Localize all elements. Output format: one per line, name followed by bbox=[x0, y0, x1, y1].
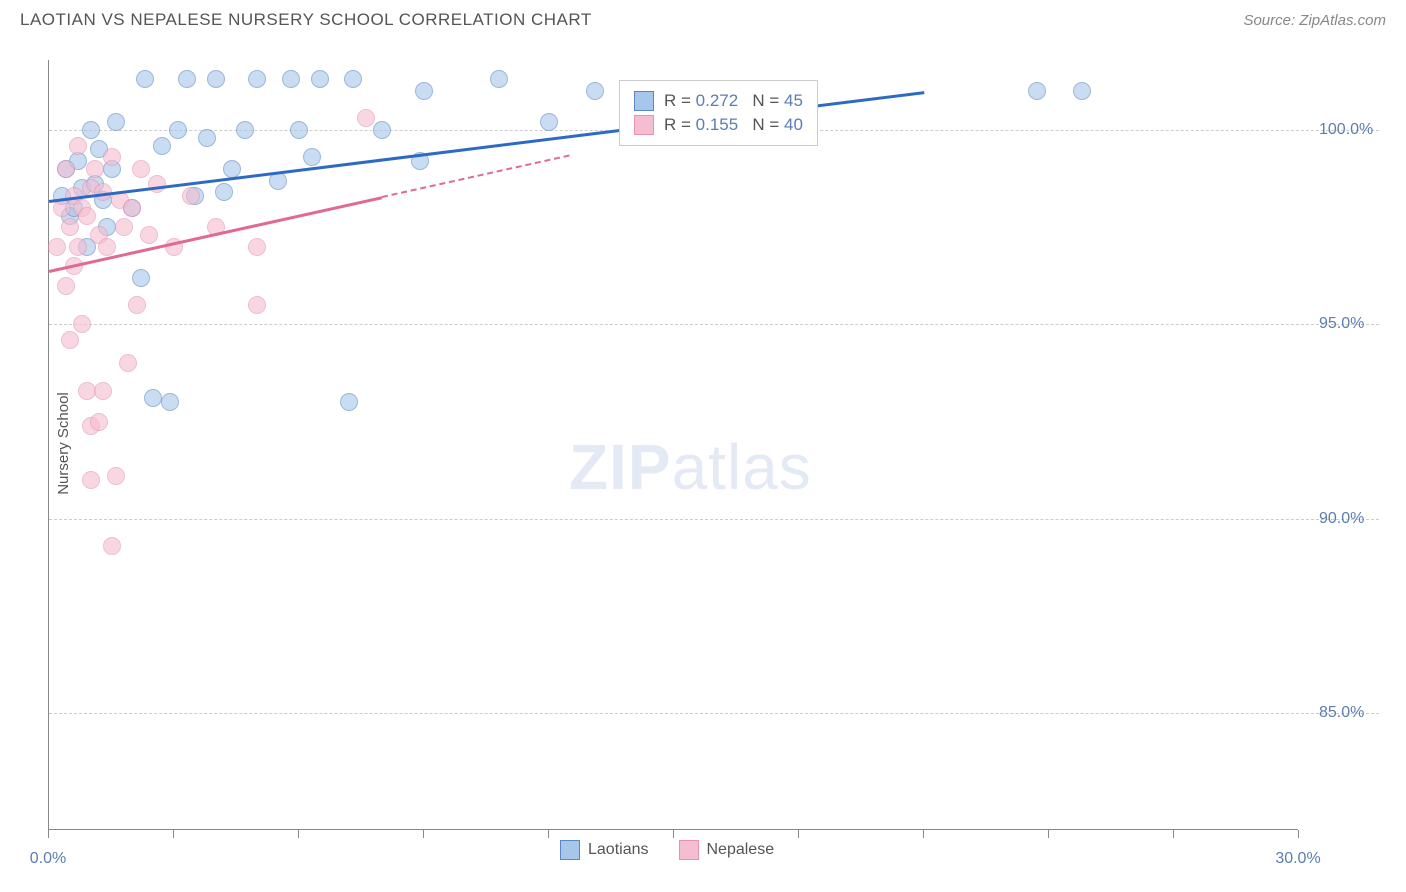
scatter-point bbox=[90, 413, 108, 431]
gridline-horizontal bbox=[49, 324, 1379, 325]
scatter-point bbox=[340, 393, 358, 411]
xtick-mark bbox=[923, 830, 924, 838]
xtick-mark bbox=[798, 830, 799, 838]
scatter-point bbox=[69, 137, 87, 155]
scatter-point bbox=[282, 70, 300, 88]
scatter-point bbox=[86, 160, 104, 178]
ytick-label: 95.0% bbox=[1319, 315, 1364, 333]
xtick-mark bbox=[423, 830, 424, 838]
scatter-point bbox=[119, 354, 137, 372]
ytick-label: 85.0% bbox=[1319, 704, 1364, 722]
scatter-point bbox=[69, 238, 87, 256]
correlation-row: R = 0.155 N = 40 bbox=[634, 113, 803, 137]
scatter-point bbox=[123, 199, 141, 217]
scatter-point bbox=[169, 121, 187, 139]
legend-item: Nepalese bbox=[679, 840, 775, 860]
xtick-mark bbox=[1298, 830, 1299, 838]
scatter-point bbox=[73, 315, 91, 333]
chart-header: LAOTIAN VS NEPALESE NURSERY SCHOOL CORRE… bbox=[0, 0, 1406, 38]
scatter-point bbox=[98, 238, 116, 256]
scatter-point bbox=[207, 70, 225, 88]
scatter-point bbox=[178, 70, 196, 88]
scatter-point bbox=[103, 148, 121, 166]
scatter-point bbox=[311, 70, 329, 88]
xtick-mark bbox=[1048, 830, 1049, 838]
scatter-point bbox=[357, 109, 375, 127]
series-swatch bbox=[634, 91, 654, 111]
scatter-point bbox=[148, 175, 166, 193]
scatter-point bbox=[182, 187, 200, 205]
scatter-point bbox=[344, 70, 362, 88]
xtick-mark bbox=[298, 830, 299, 838]
chart-title: LAOTIAN VS NEPALESE NURSERY SCHOOL CORRE… bbox=[20, 10, 592, 30]
scatter-point bbox=[136, 70, 154, 88]
scatter-point bbox=[103, 537, 121, 555]
legend-swatch bbox=[679, 840, 699, 860]
scatter-point bbox=[82, 121, 100, 139]
scatter-point bbox=[303, 148, 321, 166]
xtick-mark bbox=[173, 830, 174, 838]
plot-area: ZIPatlas 85.0%90.0%95.0%100.0%R = 0.272 … bbox=[48, 60, 1298, 830]
scatter-point bbox=[415, 82, 433, 100]
scatter-point bbox=[161, 393, 179, 411]
scatter-point bbox=[248, 238, 266, 256]
xtick-mark bbox=[48, 830, 49, 838]
legend-swatch bbox=[560, 840, 580, 860]
scatter-point bbox=[198, 129, 216, 147]
scatter-point bbox=[132, 269, 150, 287]
xtick-mark bbox=[673, 830, 674, 838]
legend-item: Laotians bbox=[560, 840, 649, 860]
scatter-point bbox=[82, 471, 100, 489]
scatter-point bbox=[373, 121, 391, 139]
scatter-point bbox=[128, 296, 146, 314]
scatter-point bbox=[48, 238, 66, 256]
xtick-mark bbox=[1173, 830, 1174, 838]
legend-label: Nepalese bbox=[707, 841, 775, 859]
gridline-horizontal bbox=[49, 519, 1379, 520]
scatter-point bbox=[78, 382, 96, 400]
scatter-point bbox=[290, 121, 308, 139]
scatter-point bbox=[94, 382, 112, 400]
gridline-horizontal bbox=[49, 713, 1379, 714]
series-swatch bbox=[634, 115, 654, 135]
chart-container: Nursery School ZIPatlas 85.0%90.0%95.0%1… bbox=[40, 45, 1380, 845]
scatter-point bbox=[586, 82, 604, 100]
xtick-mark bbox=[548, 830, 549, 838]
scatter-point bbox=[248, 296, 266, 314]
scatter-point bbox=[540, 113, 558, 131]
scatter-point bbox=[115, 218, 133, 236]
scatter-point bbox=[140, 226, 158, 244]
scatter-point bbox=[61, 331, 79, 349]
scatter-point bbox=[107, 467, 125, 485]
correlation-row: R = 0.272 N = 45 bbox=[634, 89, 803, 113]
xtick-label: 30.0% bbox=[1275, 850, 1320, 868]
scatter-point bbox=[223, 160, 241, 178]
watermark: ZIPatlas bbox=[569, 430, 812, 504]
scatter-point bbox=[61, 218, 79, 236]
scatter-point bbox=[144, 389, 162, 407]
correlation-box: R = 0.272 N = 45 R = 0.155 N = 40 bbox=[619, 80, 818, 146]
scatter-point bbox=[57, 160, 75, 178]
scatter-point bbox=[236, 121, 254, 139]
scatter-point bbox=[57, 277, 75, 295]
scatter-point bbox=[1028, 82, 1046, 100]
xtick-label: 0.0% bbox=[30, 850, 66, 868]
ytick-label: 90.0% bbox=[1319, 510, 1364, 528]
ytick-label: 100.0% bbox=[1319, 121, 1373, 139]
source-attribution: Source: ZipAtlas.com bbox=[1243, 12, 1386, 29]
correlation-values: R = 0.272 N = 45 bbox=[664, 91, 803, 111]
scatter-point bbox=[215, 183, 233, 201]
scatter-point bbox=[78, 207, 96, 225]
scatter-point bbox=[132, 160, 150, 178]
legend-label: Laotians bbox=[588, 841, 649, 859]
scatter-point bbox=[490, 70, 508, 88]
correlation-values: R = 0.155 N = 40 bbox=[664, 115, 803, 135]
scatter-point bbox=[107, 113, 125, 131]
scatter-point bbox=[153, 137, 171, 155]
scatter-point bbox=[1073, 82, 1091, 100]
scatter-point bbox=[248, 70, 266, 88]
